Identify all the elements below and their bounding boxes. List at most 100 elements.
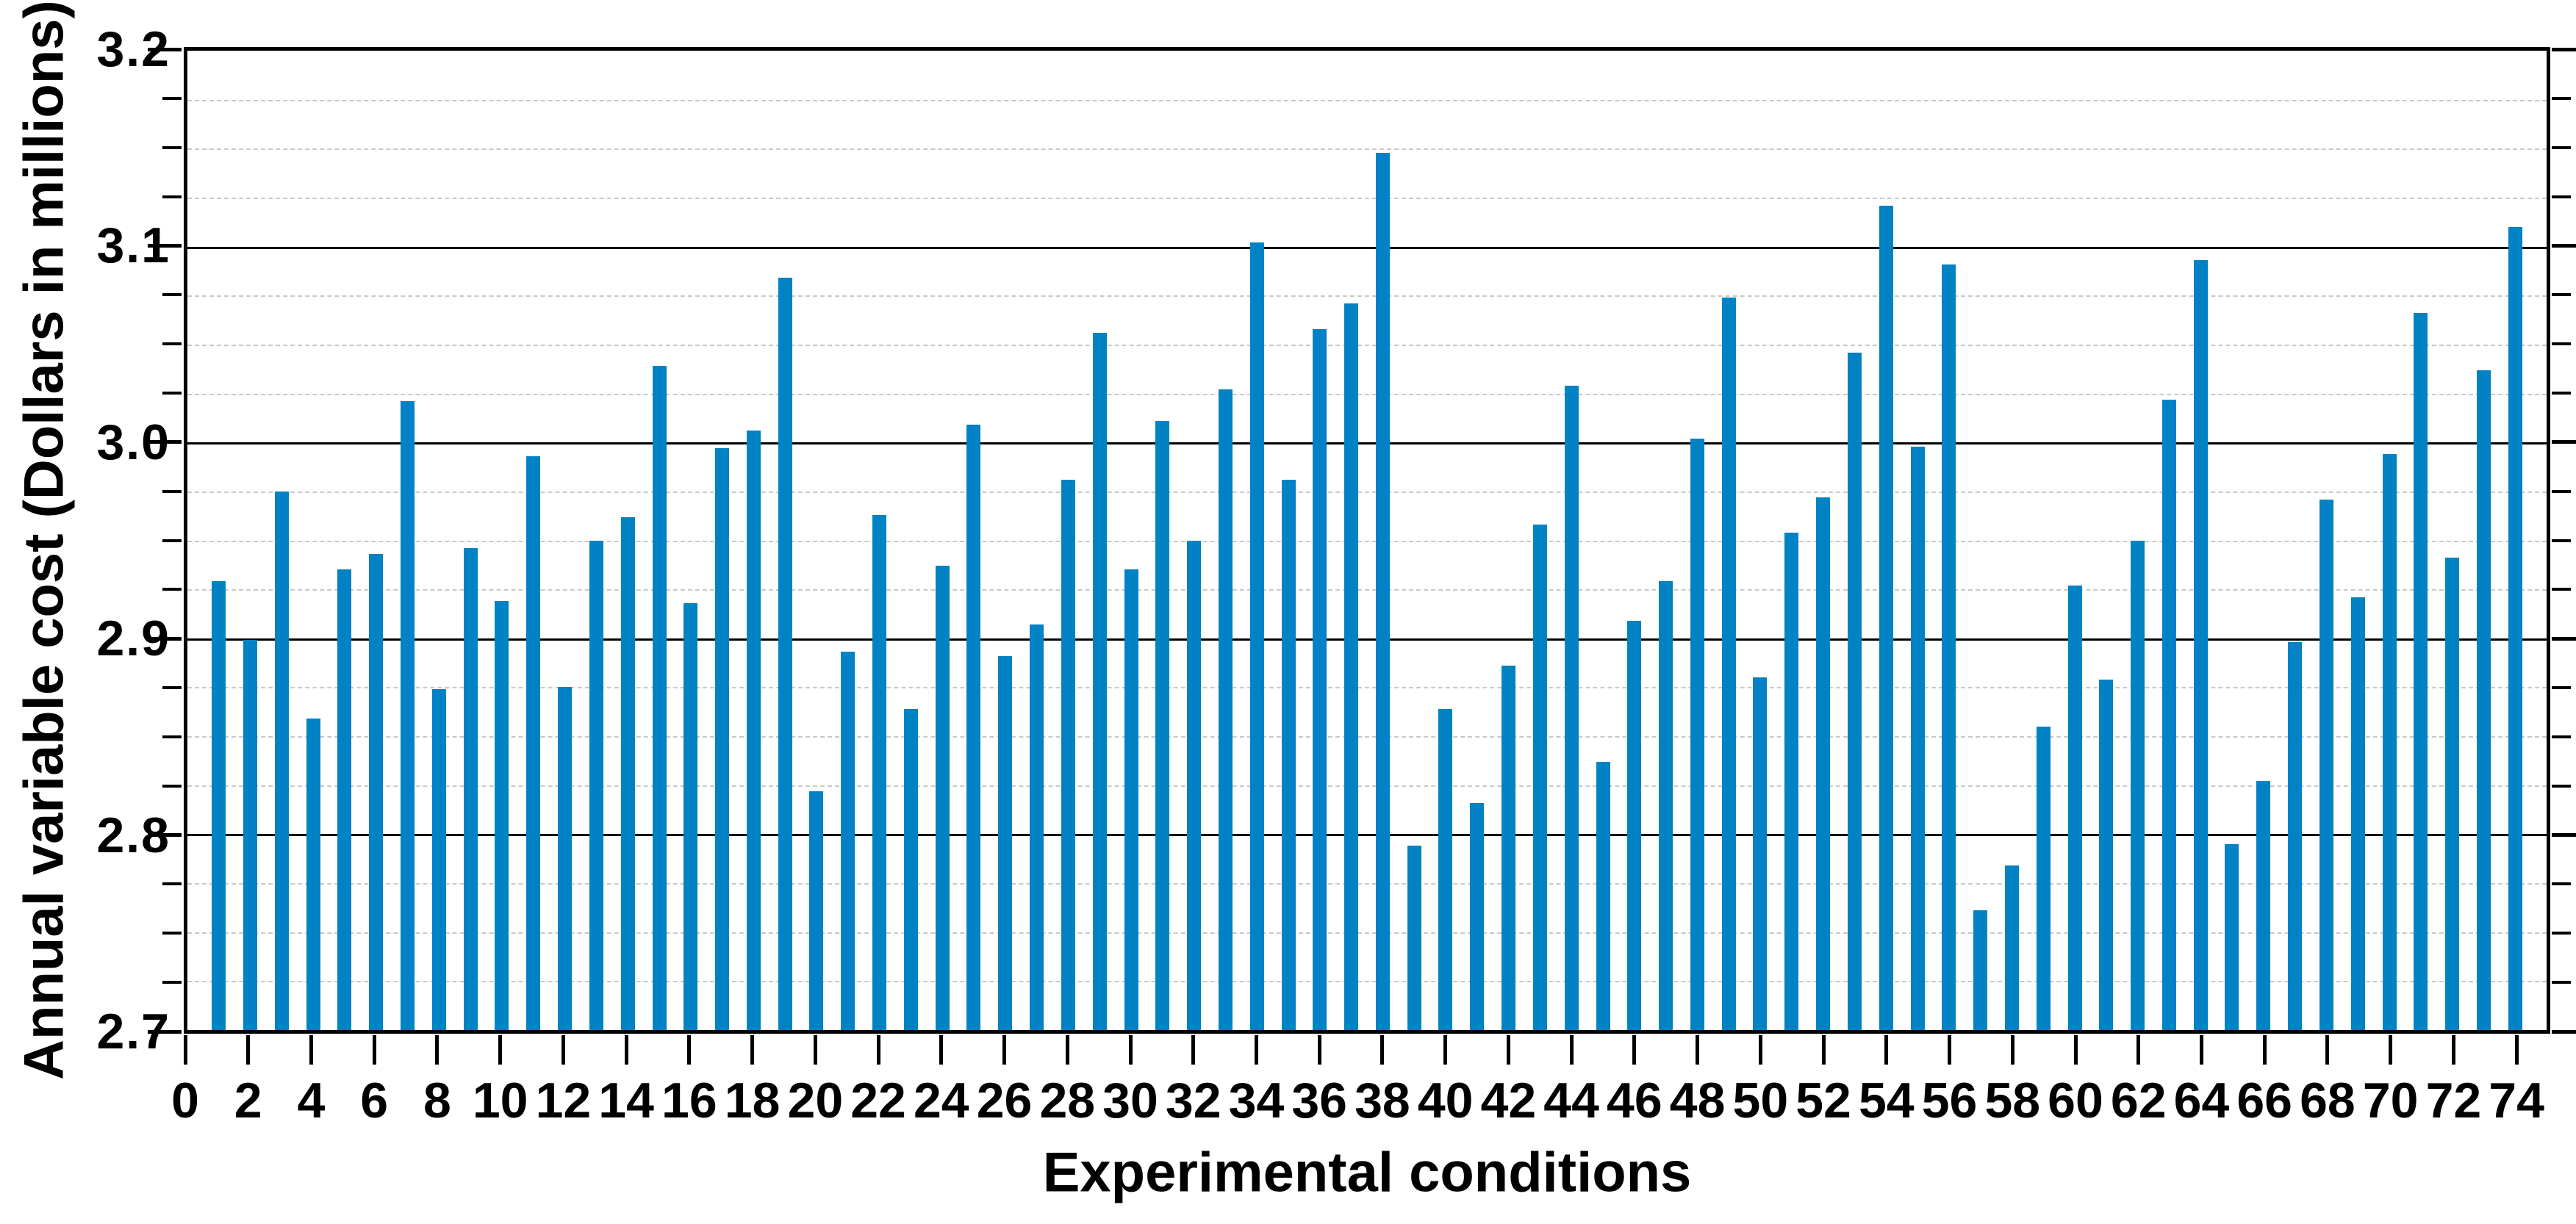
x-tick bbox=[2514, 1035, 2519, 1065]
bar bbox=[1973, 910, 1988, 1030]
x-tick bbox=[624, 1035, 628, 1065]
x-tick-label: 68 bbox=[2300, 1073, 2356, 1128]
bar bbox=[809, 791, 824, 1030]
y-tick-minor bbox=[2552, 96, 2571, 100]
x-tick bbox=[1317, 1035, 1321, 1065]
bar bbox=[1187, 540, 1202, 1030]
bar bbox=[558, 687, 573, 1030]
x-tick bbox=[498, 1035, 503, 1065]
bar bbox=[589, 540, 603, 1030]
bar bbox=[2288, 642, 2303, 1030]
gridline-minor bbox=[187, 491, 2547, 493]
y-tick-minor bbox=[162, 489, 182, 493]
bar bbox=[652, 366, 667, 1030]
y-tick-minor bbox=[162, 981, 182, 984]
x-tick bbox=[561, 1035, 565, 1065]
x-tick bbox=[1696, 1035, 1700, 1065]
x-tick bbox=[939, 1035, 944, 1065]
bar bbox=[684, 602, 698, 1030]
gridline-major bbox=[187, 834, 2547, 837]
y-tick-minor bbox=[2552, 293, 2571, 297]
x-tick bbox=[2451, 1035, 2455, 1065]
y-tick-minor bbox=[2552, 145, 2571, 149]
x-tick bbox=[2389, 1035, 2393, 1065]
x-tick bbox=[813, 1035, 817, 1065]
bar bbox=[1690, 438, 1704, 1030]
y-tick-label: 2.8 bbox=[96, 807, 171, 863]
bar bbox=[1030, 624, 1044, 1030]
x-tick bbox=[1758, 1035, 1762, 1065]
y-tick-major bbox=[2552, 1029, 2576, 1034]
bar bbox=[1344, 303, 1359, 1030]
bar bbox=[2508, 226, 2522, 1030]
bar bbox=[212, 581, 226, 1030]
x-tick bbox=[2073, 1035, 2078, 1065]
x-tick-label: 48 bbox=[1669, 1073, 1726, 1128]
bar bbox=[1564, 385, 1579, 1030]
x-tick-label: 54 bbox=[1858, 1073, 1915, 1128]
bar bbox=[1313, 328, 1327, 1030]
bar bbox=[1281, 479, 1296, 1030]
bar bbox=[337, 569, 352, 1030]
gridline-minor bbox=[187, 148, 2547, 151]
gridline-minor bbox=[187, 295, 2547, 298]
bar bbox=[1847, 352, 1862, 1030]
bar bbox=[935, 566, 950, 1030]
x-tick bbox=[2010, 1035, 2014, 1065]
gridline-minor bbox=[187, 687, 2547, 689]
y-tick-major bbox=[148, 47, 182, 51]
y-tick-minor bbox=[2552, 932, 2571, 935]
x-tick-label: 64 bbox=[2173, 1073, 2230, 1128]
y-tick-minor bbox=[162, 195, 182, 198]
x-tick-label: 4 bbox=[297, 1073, 326, 1128]
gridline-minor bbox=[187, 883, 2547, 885]
bar bbox=[1627, 620, 1642, 1030]
x-tick-label: 42 bbox=[1480, 1073, 1537, 1128]
x-tick bbox=[2325, 1035, 2330, 1065]
x-tick-label: 60 bbox=[2048, 1073, 2103, 1128]
bar bbox=[2414, 313, 2428, 1030]
bar bbox=[1659, 581, 1673, 1030]
bar bbox=[903, 708, 918, 1030]
y-tick-minor bbox=[162, 342, 182, 346]
x-tick bbox=[183, 1035, 187, 1065]
x-tick bbox=[1065, 1035, 1069, 1065]
x-tick-label: 66 bbox=[2236, 1073, 2292, 1128]
x-tick bbox=[1191, 1035, 1196, 1065]
bar bbox=[2382, 454, 2397, 1030]
bar bbox=[1721, 297, 1736, 1030]
bar bbox=[2161, 399, 2176, 1030]
y-tick-major bbox=[148, 243, 182, 248]
y-tick-minor bbox=[2552, 391, 2571, 395]
y-tick-minor bbox=[2552, 195, 2571, 198]
x-tick bbox=[1380, 1035, 1385, 1065]
bar bbox=[1092, 332, 1107, 1030]
bar bbox=[966, 425, 981, 1030]
bar bbox=[2067, 585, 2082, 1030]
x-tick bbox=[1002, 1035, 1007, 1065]
x-tick-label: 58 bbox=[1984, 1073, 2041, 1128]
bar bbox=[526, 456, 541, 1030]
x-tick bbox=[1569, 1035, 1574, 1065]
gridline-minor bbox=[187, 932, 2547, 934]
bar bbox=[1249, 242, 1264, 1030]
x-tick bbox=[1254, 1035, 1258, 1065]
gridline-minor bbox=[187, 981, 2547, 983]
x-tick bbox=[372, 1035, 376, 1065]
gridline-minor bbox=[187, 197, 2547, 199]
x-tick bbox=[1632, 1035, 1637, 1065]
y-tick-label: 2.7 bbox=[96, 1004, 171, 1059]
x-tick-label: 30 bbox=[1102, 1073, 1158, 1128]
x-tick-label: 2 bbox=[234, 1073, 262, 1128]
bar bbox=[1596, 761, 1610, 1030]
bar bbox=[2225, 843, 2239, 1030]
x-tick-label: 24 bbox=[913, 1073, 969, 1128]
bar bbox=[2445, 558, 2460, 1030]
x-tick-label: 46 bbox=[1607, 1073, 1662, 1128]
x-tick bbox=[1884, 1035, 1889, 1065]
y-tick-minor bbox=[162, 293, 182, 297]
x-tick-label: 14 bbox=[598, 1073, 654, 1128]
bar bbox=[1784, 532, 1799, 1030]
y-tick-minor bbox=[162, 391, 182, 395]
bar bbox=[715, 448, 730, 1030]
